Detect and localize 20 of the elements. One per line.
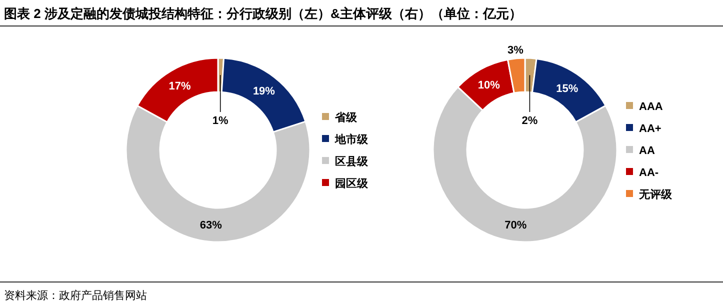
legend-label: AA+ — [639, 123, 662, 135]
data-label: 19% — [252, 86, 276, 98]
data-label: 3% — [508, 44, 524, 56]
data-label: 70% — [504, 219, 527, 232]
text: 资料来源：政府产品销售网站 — [4, 289, 147, 302]
legend-label: 无评级 — [638, 188, 673, 201]
data-label: 63% — [200, 220, 222, 232]
legend-label: 区县级 — [335, 155, 369, 168]
data-label: 15% — [556, 82, 578, 95]
legend-label: AA — [639, 145, 655, 157]
legend-label: AA- — [639, 167, 659, 179]
data-label: 1% — [212, 115, 229, 127]
legend-label: 地市级 — [334, 133, 369, 146]
data-label: 17% — [168, 80, 192, 92]
legend-label: AAA — [639, 101, 663, 113]
legend-label: 园区级 — [335, 177, 369, 190]
legend-label: 省级 — [334, 111, 358, 124]
data-label: 2% — [522, 115, 538, 127]
chart-title: 图表 2 涉及定融的发债城投结构特征：分行政级别（左）&主体评级（右）（单位：亿元） — [4, 6, 522, 21]
data-label: 10% — [478, 79, 500, 92]
